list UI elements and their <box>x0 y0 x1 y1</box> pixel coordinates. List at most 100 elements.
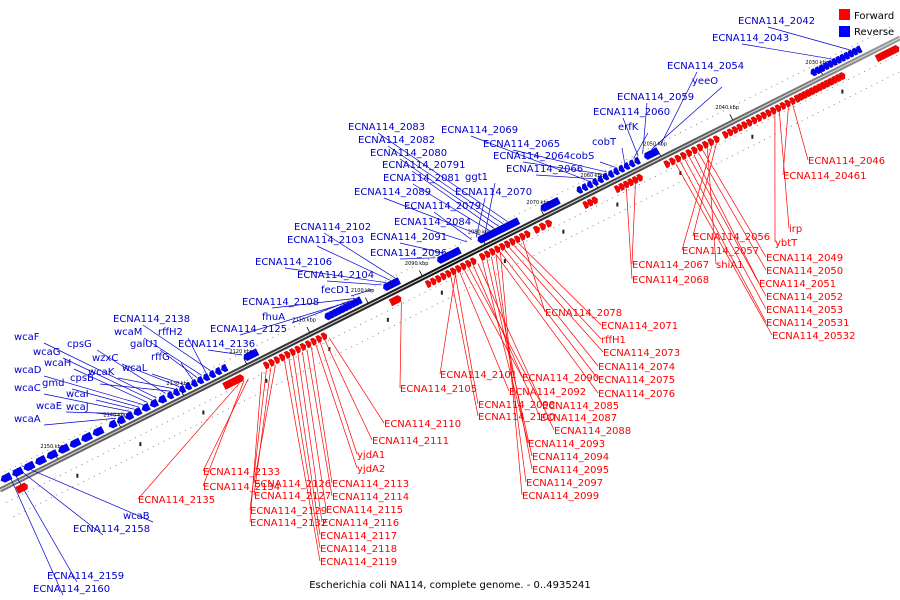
gene-label-ecna114-2091[interactable]: ECNA114_2091 <box>370 232 447 243</box>
forward-gene-2[interactable] <box>289 348 297 357</box>
gene-label-ecna114-2082[interactable]: ECNA114_2082 <box>358 135 435 146</box>
reverse-gene-1[interactable] <box>116 415 127 426</box>
gene-label-fecd1[interactable]: fecD1 <box>321 285 350 296</box>
reverse-gene-1[interactable] <box>107 419 118 430</box>
gene-label-ecna114-2075[interactable]: ECNA114_2075 <box>598 375 675 386</box>
forward-gene-4[interactable] <box>469 257 478 266</box>
gene-label-ecna114-2136[interactable]: ECNA114_2136 <box>178 339 255 350</box>
reverse-gene-0[interactable] <box>34 454 48 466</box>
reverse-gene-11[interactable] <box>830 57 838 66</box>
reverse-gene-11[interactable] <box>851 47 859 56</box>
forward-gene-10[interactable] <box>726 128 735 137</box>
reverse-gene-9[interactable] <box>623 161 631 171</box>
gene-label-ecna114-2106[interactable]: ECNA114_2106 <box>255 257 332 268</box>
reverse-gene-11[interactable] <box>818 64 826 73</box>
reverse-gene-10[interactable] <box>652 147 660 156</box>
forward-gene-9[interactable] <box>685 148 694 158</box>
gene-label-wcad[interactable]: wcaD <box>14 365 42 376</box>
forward-gene-10[interactable] <box>731 125 740 135</box>
gene-label-ecna114-2066[interactable]: ECNA114_2066 <box>506 164 583 175</box>
forward-gene-5[interactable] <box>478 252 487 261</box>
gene-label-ecna114-2125[interactable]: ECNA114_2125 <box>210 324 287 335</box>
gene-label-ecna114-2118[interactable]: ECNA114_2118 <box>320 544 397 555</box>
reverse-gene-9[interactable] <box>581 183 589 192</box>
gene-label-ecna114-2135[interactable]: ECNA114_2135 <box>138 495 215 506</box>
reverse-gene-6[interactable] <box>454 246 462 255</box>
forward-gene-1[interactable] <box>237 374 246 383</box>
reverse-gene-7[interactable] <box>512 217 521 226</box>
forward-gene-6[interactable] <box>532 225 541 234</box>
reverse-gene-4[interactable] <box>355 296 363 305</box>
gene-label-ecna114-2111[interactable]: ECNA114_2111 <box>372 436 449 447</box>
reverse-gene-1[interactable] <box>132 407 143 417</box>
forward-gene-5[interactable] <box>513 235 522 244</box>
forward-gene-9[interactable] <box>707 137 716 147</box>
reverse-gene-0[interactable] <box>91 426 105 437</box>
forward-gene-5[interactable] <box>498 242 507 251</box>
gene-label-ecna114-2068[interactable]: ECNA114_2068 <box>632 275 709 286</box>
reverse-gene-0[interactable] <box>45 449 59 460</box>
forward-gene-9[interactable] <box>679 151 688 161</box>
reverse-gene-2[interactable] <box>178 384 187 394</box>
forward-gene-6[interactable] <box>544 219 553 228</box>
gene-label-ecna114-2101[interactable]: ECNA114_2101 <box>440 370 517 381</box>
gene-label-fhua[interactable]: fhuA <box>262 312 285 323</box>
reverse-gene-4[interactable] <box>348 299 356 309</box>
gene-label-gmd[interactable]: gmd <box>42 378 64 389</box>
gene-label-ecna114-2159[interactable]: ECNA114_2159 <box>47 571 124 582</box>
forward-gene-10[interactable] <box>769 106 778 115</box>
forward-gene-2[interactable] <box>310 337 318 346</box>
gene-label-wcac[interactable]: wcaC <box>14 383 41 394</box>
gene-label-ecna114-2095[interactable]: ECNA114_2095 <box>532 465 609 476</box>
gene-label-ecna114-2102[interactable]: ECNA114_2102 <box>294 222 371 233</box>
forward-gene-2[interactable] <box>278 353 287 362</box>
reverse-gene-4[interactable] <box>351 298 360 307</box>
reverse-gene-0[interactable] <box>11 466 25 478</box>
forward-gene-10[interactable] <box>764 108 773 118</box>
gene-label-ecna114-2067[interactable]: ECNA114_2067 <box>632 260 709 271</box>
forward-gene-6[interactable] <box>538 222 547 231</box>
reverse-gene-2[interactable] <box>166 391 175 400</box>
forward-gene-10[interactable] <box>750 116 759 125</box>
gene-label-ecna114-2134[interactable]: ECNA114_2134 <box>203 482 280 493</box>
reverse-gene-9[interactable] <box>633 156 641 165</box>
forward-gene-4[interactable] <box>424 279 433 289</box>
forward-gene-10[interactable] <box>740 121 749 130</box>
gene-label-wcab[interactable]: wcaB <box>123 511 150 522</box>
gene-label-ecna114-2160[interactable]: ECNA114_2160 <box>33 584 110 595</box>
reverse-gene-2[interactable] <box>172 388 181 397</box>
gene-label-rffh2[interactable]: rffH2 <box>158 327 183 338</box>
forward-gene-2[interactable] <box>273 355 282 365</box>
reverse-gene-9[interactable] <box>602 172 610 181</box>
reverse-gene-4[interactable] <box>334 306 342 316</box>
gene-label-ecna114-2084[interactable]: ECNA114_2084 <box>394 217 471 228</box>
reverse-gene-11[interactable] <box>826 59 834 68</box>
gene-label-ecna114-2056[interactable]: ECNA114_2056 <box>693 232 770 243</box>
gene-label-ecna114-2070[interactable]: ECNA114_2070 <box>455 187 532 198</box>
gene-label-wcaa[interactable]: wcaA <box>14 414 41 425</box>
reverse-gene-11[interactable] <box>822 61 830 71</box>
gene-label-wcah[interactable]: wcaH <box>44 358 71 369</box>
forward-gene-10[interactable] <box>779 101 788 111</box>
forward-gene-4[interactable] <box>439 272 448 281</box>
gene-label-wzxc[interactable]: wzxC <box>92 353 118 364</box>
gene-label-ecna114-2098[interactable]: ECNA114_2098 <box>478 400 555 411</box>
forward-gene-2[interactable] <box>294 345 303 354</box>
forward-gene-2[interactable] <box>299 342 308 352</box>
forward-gene-8[interactable] <box>613 184 622 194</box>
forward-gene-7[interactable] <box>591 196 600 205</box>
gene-label-ecna114-2116[interactable]: ECNA114_2116 <box>322 518 399 529</box>
gene-label-ecna114-2127[interactable]: ECNA114_2127 <box>254 491 331 502</box>
forward-gene-4[interactable] <box>464 259 473 269</box>
gene-label-yeeo[interactable]: yeeO <box>692 76 718 87</box>
forward-gene-4[interactable] <box>454 264 463 274</box>
reverse-gene-2[interactable] <box>214 366 223 376</box>
forward-gene-7[interactable] <box>586 198 595 207</box>
gene-label-ecna114-2103[interactable]: ECNA114_2103 <box>287 235 364 246</box>
gene-label-ecna114-2085[interactable]: ECNA114_2085 <box>542 401 619 412</box>
reverse-gene-11[interactable] <box>842 51 851 60</box>
forward-gene-10[interactable] <box>774 104 783 113</box>
gene-label-wcak[interactable]: wcaK <box>88 367 115 378</box>
reverse-gene-8[interactable] <box>553 196 561 206</box>
gene-label-ecna114-2080[interactable]: ECNA114_2080 <box>370 148 447 159</box>
